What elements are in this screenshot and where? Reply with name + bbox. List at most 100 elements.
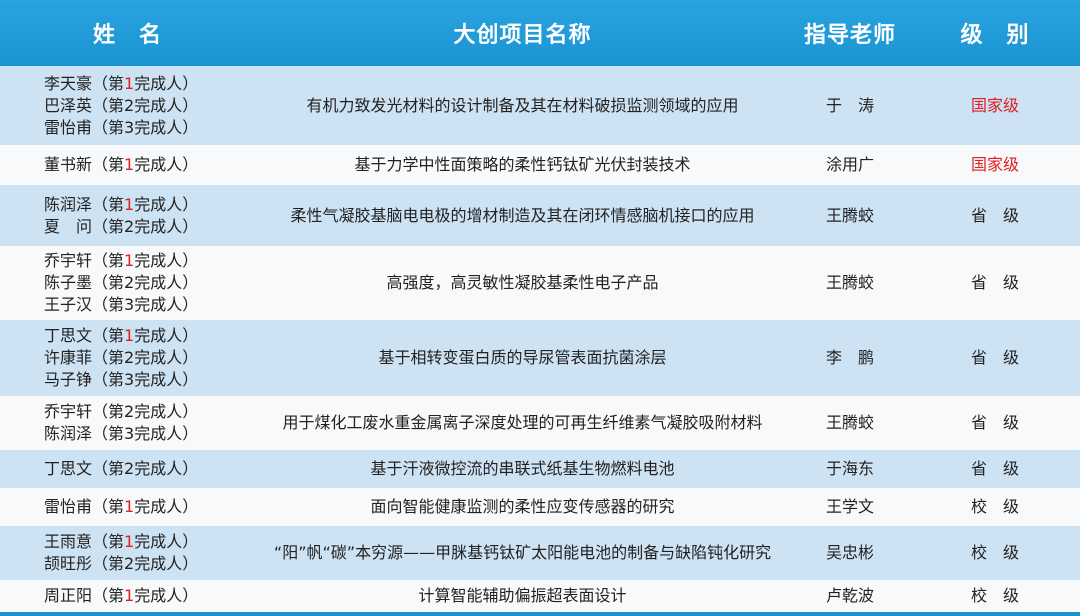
header-project: 大创项目名称 (453, 23, 592, 48)
level: 校 级 (970, 543, 1019, 562)
member-name: 马子铮 (44, 370, 93, 389)
rank-suffix: 完成人） (134, 402, 199, 421)
members-cell: 李天豪（第1完成人） 巴泽英（第2完成人） 雷怡甫（第3完成人） (0, 66, 255, 145)
bottom-border (0, 612, 1080, 616)
member: 王子汉（第3完成人） (44, 294, 249, 316)
members-cell: 乔宇轩（第2完成人） 陈润泽（第3完成人） (0, 396, 255, 450)
teacher: 涂用广 (825, 155, 874, 174)
members-cell: 周正阳（第1完成人） (0, 580, 255, 612)
rank-prefix: （第 (92, 532, 125, 551)
teacher: 于海东 (825, 459, 874, 478)
rank-suffix: 完成人） (134, 497, 199, 516)
member-name: 丁思文 (44, 326, 93, 345)
header-row: 姓 名 大创项目名称 指导老师 级 别 (0, 0, 1080, 66)
member-name: 陈润泽 (44, 194, 93, 214)
rank-prefix: （第 (92, 326, 125, 345)
level: 省 级 (970, 205, 1019, 225)
rank-suffix: 完成人） (134, 586, 199, 605)
rank-number: 2 (124, 273, 135, 292)
member: 许康菲（第2完成人） (44, 347, 249, 369)
member-name: 雷怡甫 (44, 497, 93, 516)
rank-number: 3 (124, 117, 135, 137)
table-row: 周正阳（第1完成人） 计算智能辅助偏振超表面设计 卢乾波 校 级 (0, 580, 1080, 612)
rank-prefix: （第 (92, 73, 125, 93)
rank-suffix: 完成人） (134, 532, 199, 551)
rank-prefix: （第 (92, 497, 125, 516)
project-name: 有机力致发光材料的设计制备及其在材料破损监测领域的应用 (306, 95, 739, 115)
project-name: 基于汗液微控流的串联式纸基生物燃料电池 (370, 459, 675, 478)
members-cell: 乔宇轩（第1完成人） 陈子墨（第2完成人） 王子汉（第3完成人） (0, 246, 255, 320)
member-name: 王雨意 (44, 532, 93, 551)
member: 巴泽英（第2完成人） (44, 95, 249, 117)
level: 校 级 (970, 497, 1019, 516)
rank-number: 3 (124, 424, 135, 443)
rank-suffix: 完成人） (134, 424, 199, 443)
rank-number: 2 (124, 554, 135, 573)
level: 省 级 (970, 413, 1019, 432)
rank-suffix: 完成人） (134, 95, 199, 115)
rank-number: 2 (124, 95, 135, 115)
member: 周正阳（第1完成人） (44, 585, 249, 607)
rank-prefix: （第 (92, 273, 125, 292)
members-cell: 王雨意（第1完成人） 颉旺彤（第2完成人） (0, 526, 255, 580)
member: 丁思文（第1完成人） (44, 325, 249, 347)
rank-suffix: 完成人） (134, 370, 199, 389)
member-name: 丁思文 (44, 459, 93, 478)
rank-number: 1 (124, 251, 135, 270)
project-name: 基于相转变蛋白质的导尿管表面抗菌涂层 (378, 348, 667, 367)
rank-number: 1 (124, 194, 135, 214)
member-name: 周正阳 (44, 586, 93, 605)
level: 国家级 (970, 155, 1019, 174)
rank-number: 3 (124, 370, 135, 389)
table-row: 乔宇轩（第1完成人） 陈子墨（第2完成人） 王子汉（第3完成人） 高强度，高灵敏性凝… (0, 246, 1080, 320)
member: 乔宇轩（第2完成人） (44, 401, 249, 423)
table-row: 陈润泽（第1完成人）夏 问（第2完成人） 柔性气凝胶基脑电电极的增材制造及其在闭… (0, 185, 1080, 246)
member: 董书新（第1完成人） (44, 154, 249, 176)
rank-suffix: 完成人） (134, 273, 199, 292)
rank-number: 1 (124, 532, 135, 551)
table-row: 丁思文（第2完成人） 基于汗液微控流的串联式纸基生物燃料电池 于海东 省 级 (0, 450, 1080, 488)
rank-prefix: （第 (92, 194, 125, 214)
project-name: 用于煤化工废水重金属离子深度处理的可再生纤维素气凝胶吸附材料 (282, 413, 763, 432)
table-row: 乔宇轩（第2完成人） 陈润泽（第3完成人） 用于煤化工废水重金属离子深度处理的可再… (0, 396, 1080, 450)
level: 校 级 (970, 586, 1019, 605)
member-name: 雷怡甫 (44, 117, 93, 137)
project-name: 面向智能健康监测的柔性应变传感器的研究 (370, 497, 675, 516)
table-row: 丁思文（第1完成人） 许康菲（第2完成人） 马子铮（第3完成人） 基于相转变蛋白质的… (0, 320, 1080, 396)
member-name: 颉旺彤 (44, 554, 93, 573)
rank-number: 1 (124, 586, 135, 605)
rank-prefix: （第 (92, 402, 125, 421)
level: 省 级 (970, 348, 1019, 367)
rank-prefix: （第 (92, 295, 125, 314)
header-teacher: 指导老师 (803, 23, 896, 48)
rank-prefix: （第 (92, 251, 125, 270)
rank-number: 2 (124, 216, 135, 236)
level: 省 级 (970, 273, 1019, 292)
rank-prefix: （第 (92, 216, 125, 236)
teacher: 卢乾波 (825, 586, 874, 605)
member-name: 陈子墨 (44, 273, 93, 292)
member-name: 陈润泽 (44, 424, 93, 443)
teacher: 王学文 (825, 497, 874, 516)
member: 夏 问（第2完成人） (44, 216, 249, 238)
member: 陈润泽（第3完成人） (44, 423, 249, 445)
rank-prefix: （第 (92, 117, 125, 137)
rank-suffix: 完成人） (134, 216, 199, 236)
rank-suffix: 完成人） (134, 326, 199, 345)
teacher: 王腾蛟 (825, 273, 874, 292)
rank-prefix: （第 (92, 155, 125, 174)
rank-suffix: 完成人） (134, 554, 199, 573)
rank-prefix: （第 (92, 424, 125, 443)
rank-number: 1 (124, 155, 135, 174)
rank-suffix: 完成人） (134, 194, 199, 214)
rank-suffix: 完成人） (134, 295, 199, 314)
rank-prefix: （第 (92, 554, 125, 573)
table-row: 李天豪（第1完成人） 巴泽英（第2完成人） 雷怡甫（第3完成人） 有机力致发光材料的… (0, 66, 1080, 145)
teacher: 王腾蛟 (825, 205, 874, 225)
member-name: 夏 问 (44, 216, 93, 236)
rank-number: 3 (124, 295, 135, 314)
member-name: 巴泽英 (44, 95, 93, 115)
member: 雷怡甫（第3完成人） (44, 117, 249, 139)
rank-suffix: 完成人） (134, 155, 199, 174)
